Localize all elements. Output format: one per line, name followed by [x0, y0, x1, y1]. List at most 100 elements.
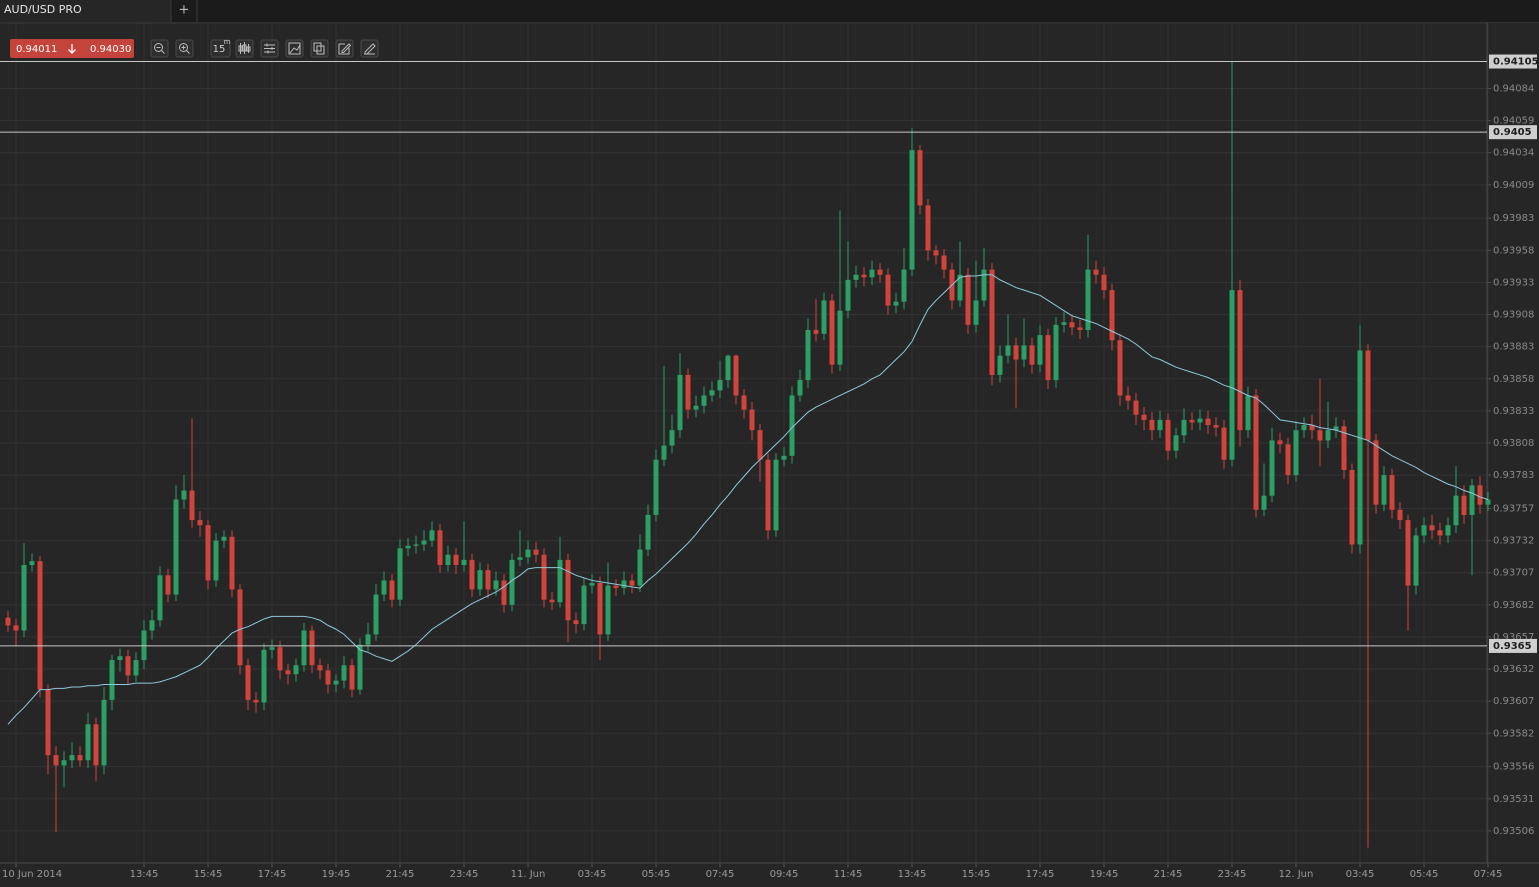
- icon: [154, 43, 163, 52]
- candle-body: [85, 724, 91, 761]
- candle-body: [1269, 440, 1275, 496]
- candle-body: [1021, 345, 1027, 360]
- quote-box[interactable]: 0.94011 0.94030: [10, 39, 134, 58]
- button[interactable]: [175, 39, 194, 58]
- candle-body: [821, 300, 827, 334]
- candle-body: [781, 455, 787, 460]
- candle-body: [525, 549, 531, 558]
- candle-body: [117, 656, 123, 661]
- candle-body: [1349, 469, 1355, 545]
- bid-price[interactable]: 0.94011: [16, 44, 57, 55]
- candle-body: [469, 559, 475, 590]
- x-tick-label: 13:45: [130, 869, 159, 880]
- candle-body: [845, 279, 851, 311]
- candle-body: [917, 150, 923, 206]
- icon: [179, 43, 188, 52]
- candle-body: [325, 670, 331, 685]
- zoom-in[interactable]: [175, 39, 194, 58]
- button[interactable]: [210, 39, 231, 58]
- candle-body: [1101, 274, 1107, 291]
- candle-body: [349, 665, 355, 690]
- y-tick-label: 0.93506: [1493, 826, 1534, 837]
- candle-body: [1229, 290, 1235, 460]
- interval[interactable]: 15 m: [210, 38, 231, 58]
- candle-body: [813, 329, 819, 334]
- toolbar: 15 m: [150, 38, 379, 58]
- tab[interactable]: [0, 0, 171, 22]
- candle-body: [245, 665, 251, 700]
- candle-body: [149, 620, 155, 631]
- candle-body: [1013, 345, 1019, 360]
- tab-title[interactable]: AUD/USD PRO: [4, 3, 82, 16]
- y-tick-label: 0.94084: [1493, 84, 1534, 95]
- candle-body: [197, 520, 203, 526]
- x-tick-label: 03:45: [1346, 869, 1375, 880]
- x-tick-label: 23:45: [450, 869, 479, 880]
- candle-body: [709, 390, 715, 396]
- candle-body: [637, 549, 643, 586]
- candle-body: [989, 269, 995, 375]
- candle-body: [1437, 530, 1443, 536]
- candle-body: [477, 570, 483, 590]
- candle-body: [1085, 269, 1091, 330]
- x-tick-label: 03:45: [578, 869, 607, 880]
- copy[interactable]: [310, 39, 329, 58]
- ask-price[interactable]: 0.94030: [90, 44, 131, 55]
- x-tick-label: 12. Jun: [1279, 869, 1314, 880]
- candle-body: [405, 545, 411, 549]
- y-tick-label: 0.93607: [1493, 696, 1534, 707]
- pencil[interactable]: [360, 39, 379, 58]
- candle-body: [237, 589, 243, 666]
- candle-body: [549, 599, 555, 603]
- candle-body: [269, 647, 275, 650]
- zoom-out[interactable]: [150, 39, 169, 58]
- candle-body: [165, 575, 171, 595]
- icon: [313, 42, 325, 55]
- candle-body: [1245, 395, 1251, 431]
- candle-body: [613, 585, 619, 589]
- interval-value[interactable]: 15: [213, 44, 226, 55]
- indicators[interactable]: [260, 39, 279, 58]
- button[interactable]: [150, 39, 169, 58]
- icon: [264, 43, 275, 54]
- candle-body: [973, 300, 979, 325]
- candle-body: [1165, 419, 1171, 451]
- candle-body: [645, 514, 651, 550]
- candle-body: [1389, 475, 1395, 510]
- y-tick-label: 0.93657: [1493, 632, 1534, 643]
- icon: [338, 43, 352, 55]
- candle-body: [1357, 350, 1363, 545]
- moving-average: [7, 274, 1489, 725]
- icon: [364, 43, 376, 55]
- candle-body: [997, 355, 1003, 375]
- down-arrow: [68, 44, 76, 54]
- candle-body: [797, 380, 803, 396]
- candle-body: [445, 554, 451, 566]
- candle-body: [1405, 520, 1411, 586]
- chart-type[interactable]: [235, 39, 254, 58]
- candle-body: [877, 269, 883, 275]
- x-tick-label: 07:45: [706, 869, 735, 880]
- x-tick-label: 23:45: [1218, 869, 1247, 880]
- candle-body: [909, 150, 915, 270]
- drawing[interactable]: [285, 39, 304, 58]
- candle-body: [861, 274, 867, 278]
- candle-body: [125, 656, 131, 676]
- candle-body: [765, 459, 771, 531]
- icon: [288, 42, 301, 55]
- candle-body: [597, 583, 603, 635]
- candle-body: [101, 699, 107, 766]
- candle-body: [189, 490, 195, 521]
- x-tick-label: 21:45: [386, 869, 415, 880]
- candle-body: [141, 630, 147, 661]
- interval-unit[interactable]: m: [224, 38, 231, 46]
- x-tick-label: 10 Jun 2014: [2, 869, 62, 880]
- y-tick-label: 0.93757: [1493, 504, 1534, 515]
- edit[interactable]: [335, 39, 354, 58]
- candle-body: [1237, 290, 1243, 431]
- y-tick-label: 0.93556: [1493, 762, 1534, 773]
- add-tab[interactable]: +: [179, 3, 190, 18]
- x-tick-label: 05:45: [642, 869, 671, 880]
- y-tick-label: 0.93582: [1493, 728, 1534, 739]
- candle-body: [29, 561, 35, 566]
